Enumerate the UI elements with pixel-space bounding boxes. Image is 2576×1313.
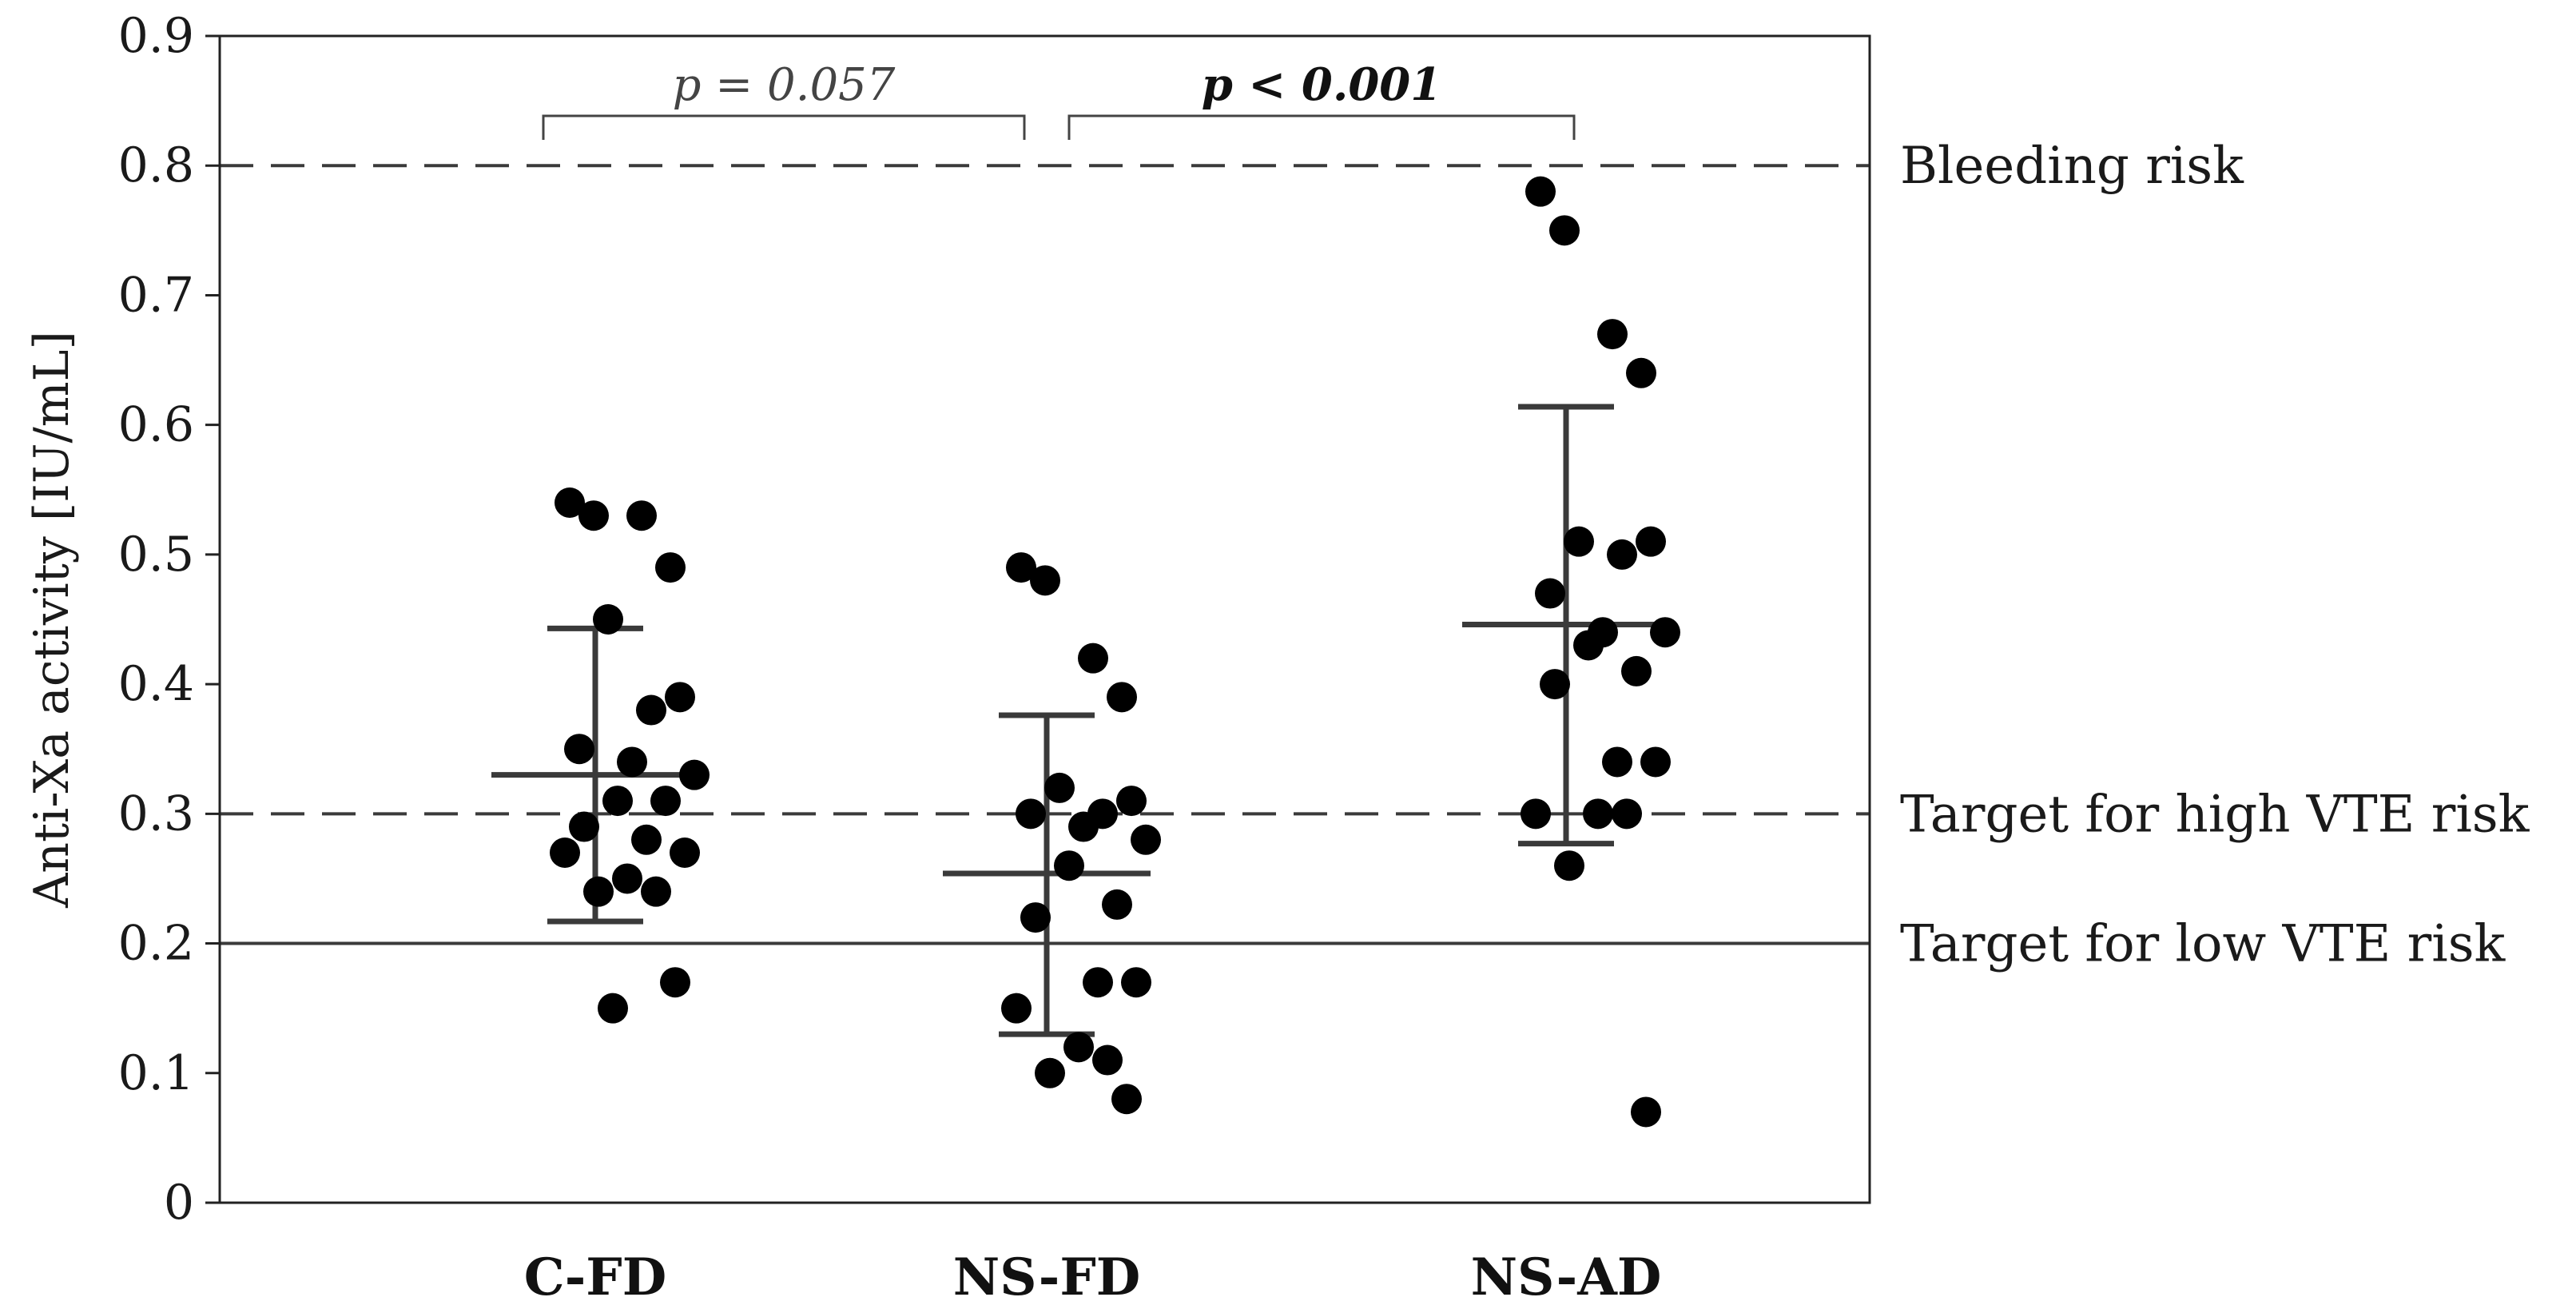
data-point [641,876,671,907]
p-value-label: p < 0.001 [1202,58,1441,111]
y-tick-label: 0.1 [118,1045,194,1101]
data-point [550,838,580,868]
data-point [1063,1032,1094,1063]
data-point [1631,1096,1661,1128]
data-point [679,759,710,790]
data-point [636,694,666,726]
data-point [1549,215,1580,246]
data-point [665,682,695,713]
data-point [1016,798,1046,830]
y-tick-label: 0.2 [118,916,194,972]
data-point [617,746,647,778]
data-point [1121,967,1151,998]
data-point [1626,357,1656,388]
data-point [1020,902,1051,933]
category-label-ns-fd: NS-FD [953,1247,1141,1307]
data-point [1054,850,1084,881]
data-point [583,876,614,907]
comparison-bracket [542,114,1026,140]
y-tick-label: 0.9 [118,8,194,64]
data-point [1636,526,1666,557]
data-point [593,604,623,635]
data-point [1111,1084,1142,1115]
data-point [569,811,599,842]
data-point [1597,319,1628,350]
data-points [550,176,1680,1128]
data-point [1640,746,1671,778]
y-tick-label: 0.3 [118,786,194,842]
data-point [1131,824,1161,855]
reference-label: Target for high VTE risk [1900,785,2530,844]
plot-frame [218,34,1871,1204]
data-point [1521,798,1551,830]
y-tick-label: 0.5 [118,527,194,583]
data-point [578,500,609,531]
data-point [1092,1044,1123,1076]
data-point [1083,967,1113,998]
category-label-c-fd: C-FD [524,1247,666,1307]
data-point [631,824,662,855]
data-point [1583,798,1613,830]
data-point [1006,552,1036,583]
x-axis-categories: C-FD NS-FD NS-AD [524,1247,1662,1307]
y-axis-title: Anti-Xa activity [IU/mL] [24,331,80,909]
data-point [1540,669,1570,700]
data-point [1044,772,1075,803]
data-point [670,838,700,868]
data-point [1078,643,1108,674]
reference-labels: Bleeding risk Target for high VTE risk Tar… [1900,137,2530,973]
data-point [1573,630,1604,661]
data-point [650,786,681,817]
comparison-brackets: p = 0.057 p < 0.001 [542,58,1576,140]
data-point [1102,889,1132,920]
data-point [1116,786,1147,817]
y-tick-label: 0.8 [118,137,194,193]
data-point [1030,565,1060,596]
data-point [626,500,657,531]
reference-label: Bleeding risk [1900,137,2244,196]
data-point [555,487,585,518]
y-tick-label: 0.6 [118,397,194,453]
y-axis-ticks: 0 0.1 0.2 0.3 0.4 0.5 0.6 0.7 0.8 0.9 [118,8,220,1231]
data-point [1650,617,1680,648]
data-point [1035,1057,1065,1088]
p-value-label: p = 0.057 [673,59,896,111]
data-point [1602,746,1632,778]
data-point [1535,578,1565,609]
data-point [1564,526,1594,557]
reference-label: Target for low VTE risk [1900,915,2506,974]
data-point [602,786,633,817]
comparison-bracket [1067,114,1576,140]
data-point [1607,539,1637,570]
data-point [598,993,628,1024]
y-tick-label: 0 [164,1175,194,1231]
data-point [1068,811,1099,842]
y-tick-label: 0.4 [118,656,194,712]
data-point [1107,682,1137,713]
data-point [660,967,690,998]
data-point [1621,655,1652,686]
data-point [1612,798,1642,830]
error-bars [491,404,1670,1037]
data-point [1525,176,1556,207]
y-tick-label: 0.7 [118,267,194,323]
data-point [655,552,686,583]
data-point [612,863,642,894]
data-point [1001,993,1032,1024]
data-point [1554,850,1584,881]
data-point [564,734,594,765]
category-label-ns-ad: NS-AD [1471,1247,1662,1307]
